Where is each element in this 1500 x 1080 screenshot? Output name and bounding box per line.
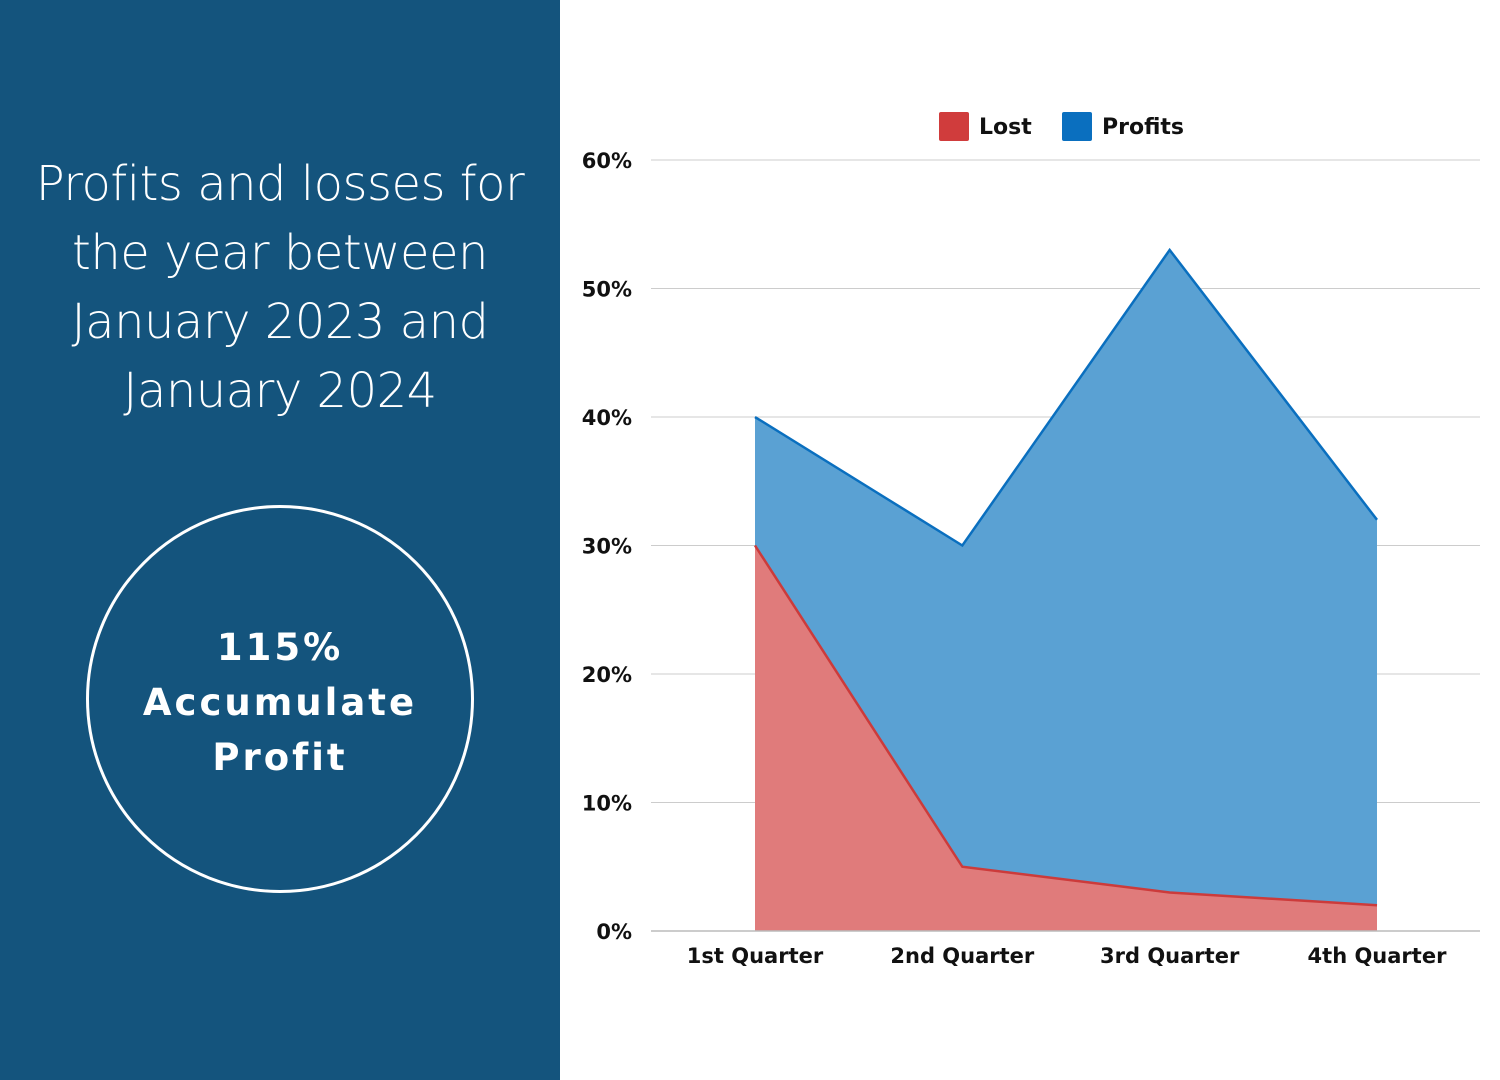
y-tick-label: 0% <box>596 920 632 944</box>
stat-value: 115% <box>216 626 344 669</box>
stat-label: Accumulate <box>142 681 418 724</box>
stat-label: Profit <box>212 736 348 779</box>
area-chart: 0% 10% 20% 30% 40% 50% 60% 1st Quarter 2nd Quar… <box>582 112 1480 968</box>
chart-legend: Lost Profits <box>939 112 1184 141</box>
title-line: January 2023 and <box>71 294 489 350</box>
y-tick-label: 10% <box>582 792 632 816</box>
x-tick-label: 3rd Quarter <box>1100 944 1240 968</box>
x-axis-ticks: 1st Quarter 2nd Quarter 3rd Quarter 4th Qua… <box>687 944 1447 968</box>
title-line: Profits and losses for <box>35 156 525 212</box>
x-tick-label: 1st Quarter <box>687 944 824 968</box>
legend-label-profits: Profits <box>1102 115 1184 140</box>
profits-area <box>755 249 1377 931</box>
y-tick-label: 30% <box>582 535 632 559</box>
x-tick-label: 2nd Quarter <box>890 944 1035 968</box>
chart-areas <box>753 247 1378 931</box>
page-title: Profits and losses for the year between … <box>20 150 540 426</box>
accumulated-profit-stat: 115% Accumulate Profit <box>86 620 474 785</box>
legend-swatch-profits <box>1062 112 1092 141</box>
lost-area <box>755 545 1377 931</box>
y-tick-label: 50% <box>582 278 632 302</box>
y-tick-label: 60% <box>582 149 632 173</box>
y-tick-label: 40% <box>582 406 632 430</box>
y-tick-label: 20% <box>582 663 632 687</box>
stat-circle <box>86 505 474 893</box>
title-line: the year between <box>72 225 488 281</box>
x-tick-label: 4th Quarter <box>1308 944 1448 968</box>
lost-line <box>753 544 1378 907</box>
title-line: January 2024 <box>123 363 437 419</box>
legend-label-lost: Lost <box>979 115 1032 140</box>
legend-swatch-lost <box>939 112 969 141</box>
y-axis-ticks: 0% 10% 20% 30% 40% 50% 60% <box>582 149 632 944</box>
profits-line <box>754 247 1378 548</box>
